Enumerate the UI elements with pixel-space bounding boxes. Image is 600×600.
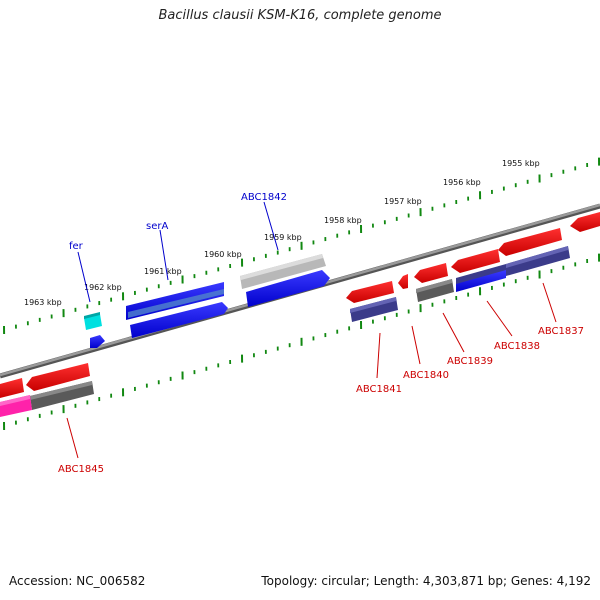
scale-ticks-top bbox=[3, 157, 600, 335]
forward-genes bbox=[84, 254, 330, 348]
gene-arrow[interactable] bbox=[26, 363, 90, 391]
gene-label-sera[interactable]: serA bbox=[146, 221, 168, 232]
scale-label-1963: 1963 kbp bbox=[24, 298, 62, 307]
gene-label-abc1842[interactable]: ABC1842 bbox=[241, 192, 287, 203]
scale-label-1957: 1957 kbp bbox=[384, 197, 422, 206]
scale-label-1961: 1961 kbp bbox=[144, 267, 182, 276]
gene-arrow[interactable] bbox=[414, 263, 448, 283]
scale-labels: 1955 kbp 1956 kbp 1957 kbp 1958 kbp 1959… bbox=[24, 159, 540, 307]
gene-arrow[interactable] bbox=[246, 270, 330, 307]
gene-arrow[interactable] bbox=[506, 246, 568, 268]
scale-ticks-bottom bbox=[3, 253, 600, 431]
genome-title: Bacillus clausii KSM-K16, complete genom… bbox=[158, 8, 442, 23]
gene-arrow[interactable] bbox=[90, 335, 105, 348]
scale-label-1960: 1960 kbp bbox=[204, 250, 242, 259]
gene-arrow[interactable] bbox=[346, 281, 394, 303]
gene-arrow[interactable] bbox=[456, 270, 506, 292]
reverse-genes bbox=[0, 212, 600, 417]
gene-label-abc1841[interactable]: ABC1841 bbox=[356, 384, 402, 395]
gene-arrow[interactable] bbox=[128, 289, 224, 318]
gene-label-fer[interactable]: fer bbox=[69, 241, 84, 252]
gene-arrow[interactable] bbox=[498, 228, 562, 256]
gene-label-abc1840[interactable]: ABC1840 bbox=[403, 370, 449, 381]
scale-label-1955: 1955 kbp bbox=[502, 159, 540, 168]
gene-arrow[interactable] bbox=[0, 378, 24, 398]
gene-labels: fer serA ABC1842 ABC1837 ABC1838 ABC1839… bbox=[58, 192, 584, 475]
scale-label-1958: 1958 kbp bbox=[324, 216, 362, 225]
gene-arrow[interactable] bbox=[398, 274, 408, 289]
gene-arrow[interactable] bbox=[451, 249, 500, 273]
gene-label-abc1838[interactable]: ABC1838 bbox=[494, 341, 540, 352]
accession-label: Accession: NC_006582 bbox=[9, 574, 146, 588]
scale-label-1962: 1962 kbp bbox=[84, 283, 122, 292]
gene-arrow[interactable] bbox=[84, 314, 102, 330]
gene-arrow[interactable] bbox=[570, 212, 600, 232]
gene-arrow[interactable] bbox=[84, 312, 100, 319]
gene-arrow[interactable] bbox=[416, 279, 452, 293]
gene-arrow[interactable] bbox=[30, 381, 92, 400]
gene-arrow[interactable] bbox=[0, 395, 30, 406]
gene-arrow[interactable] bbox=[240, 254, 323, 280]
gene-arrow[interactable] bbox=[130, 302, 228, 338]
gene-label-abc1839[interactable]: ABC1839 bbox=[447, 356, 493, 367]
scale-label-1959: 1959 kbp bbox=[264, 233, 302, 242]
scale-label-1956: 1956 kbp bbox=[443, 178, 481, 187]
label-leaders bbox=[66, 201, 557, 459]
gene-label-abc1845[interactable]: ABC1845 bbox=[58, 464, 104, 475]
gene-label-abc1837[interactable]: ABC1837 bbox=[538, 326, 584, 337]
gene-arrow[interactable] bbox=[350, 297, 396, 313]
topology-summary: Topology: circular; Length: 4,303,871 bp… bbox=[261, 574, 591, 588]
